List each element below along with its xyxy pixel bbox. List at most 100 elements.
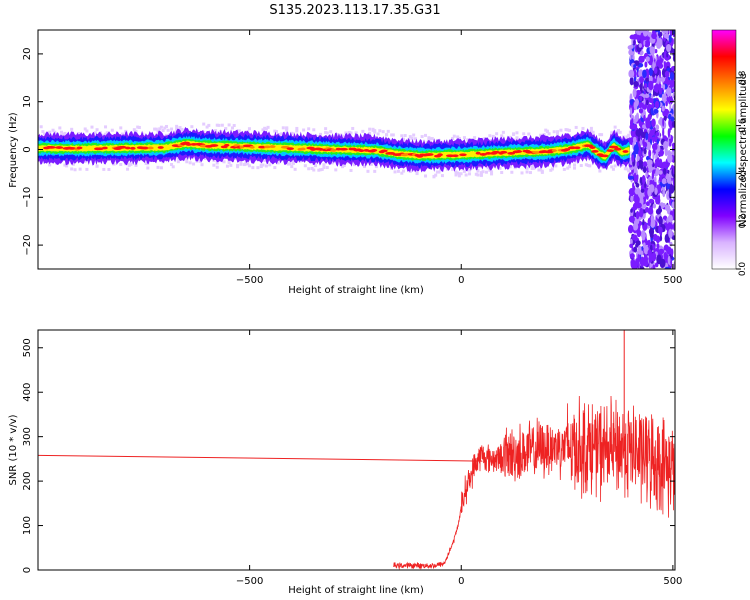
spectrogram-noise xyxy=(663,33,670,39)
spectrogram-noise xyxy=(628,189,633,195)
spectrogram-peak xyxy=(249,145,255,149)
spectrogram-noise xyxy=(662,117,665,127)
spectrogram-halo xyxy=(175,127,179,131)
spectrogram-noise xyxy=(636,161,639,167)
spectrogram-noise xyxy=(666,182,671,190)
spectrogram-halo xyxy=(307,127,311,131)
spectrogram-halo xyxy=(90,125,94,129)
spectrogram-halo xyxy=(236,165,240,169)
spectrogram-halo xyxy=(474,172,478,176)
spectrogram-noise xyxy=(648,80,654,91)
spectrogram-noise xyxy=(671,142,675,148)
spectrogram-halo xyxy=(278,132,282,136)
spectrogram-halo xyxy=(335,133,339,137)
spectrogram-peak xyxy=(157,146,164,149)
spectrogram-halo xyxy=(119,126,123,130)
spectrogram-halo xyxy=(512,132,516,136)
spectrogram-panel: −500 0 500 −20 −10 0 10 20 Height of straight l… xyxy=(8,29,682,296)
spectrogram-halo xyxy=(295,129,299,133)
spectrogram-halo xyxy=(275,130,279,134)
spectrogram-noise xyxy=(631,34,636,40)
spectrogram-halo xyxy=(166,128,170,132)
spectrogram-noise xyxy=(671,121,675,128)
spectrogram-xlabel: Height of straight line (km) xyxy=(288,285,424,296)
spectrogram-noise xyxy=(653,78,657,83)
spectrogram-halo xyxy=(132,128,136,132)
spectrogram-noise xyxy=(667,128,671,138)
spectrogram-halo xyxy=(156,129,160,133)
spectrogram-halo xyxy=(525,170,529,174)
spectrogram-halo xyxy=(488,134,492,138)
spectrogram-noise xyxy=(644,206,649,213)
spectrogram-halo xyxy=(276,161,280,165)
spectrogram-halo xyxy=(63,163,67,167)
spectrogram-xtick-label: 500 xyxy=(663,275,682,286)
spectrogram-halo xyxy=(285,128,289,132)
colorbar-label: Normalized spectral amplitude xyxy=(738,73,749,227)
spectrogram-halo xyxy=(239,162,243,166)
spectrogram-halo xyxy=(104,125,108,129)
spectrogram-peak xyxy=(573,146,581,150)
spectrogram-halo xyxy=(567,128,571,132)
spectrogram-halo xyxy=(408,135,412,139)
colorbar-tick-label: 0.6 xyxy=(738,118,748,133)
spectrogram-noise xyxy=(649,46,656,55)
spectrogram-noise xyxy=(664,266,671,269)
spectrogram-halo xyxy=(435,170,439,174)
spectrogram-noise xyxy=(644,189,649,197)
spectrogram-noise xyxy=(636,112,639,121)
spectrogram-noise xyxy=(661,178,667,185)
spectrogram-noise xyxy=(629,44,634,49)
spectrogram-halo xyxy=(628,153,632,157)
snr-series-line xyxy=(38,454,483,462)
spectrogram-halo xyxy=(403,134,407,138)
spectrogram-halo xyxy=(537,168,541,172)
spectrogram-noise xyxy=(648,75,653,83)
spectrogram-halo xyxy=(203,156,207,160)
spectrogram-noise xyxy=(650,220,654,227)
spectrogram-peak xyxy=(499,150,508,154)
spectrogram-noise xyxy=(658,205,662,213)
spectrogram-noise xyxy=(658,216,663,226)
spectrogram-halo xyxy=(95,128,99,132)
spectrogram-halo xyxy=(341,165,345,169)
spectrogram-noise xyxy=(652,136,655,144)
spectrogram-halo xyxy=(412,133,416,137)
spectrogram-noise xyxy=(669,72,675,81)
spectrogram-peak xyxy=(141,146,150,150)
spectrogram-halo xyxy=(598,133,602,137)
spectrogram-noise xyxy=(651,118,656,128)
spectrogram-halo xyxy=(170,127,174,131)
spectrogram-noise xyxy=(669,103,672,112)
spectrogram-halo xyxy=(354,131,358,135)
spectrogram-peak xyxy=(380,149,388,153)
spectrogram-halo xyxy=(556,132,560,136)
colorbar-tick-label: 0.2 xyxy=(738,214,748,228)
spectrogram-noise xyxy=(669,241,673,247)
snr-series-trace xyxy=(393,395,675,570)
spectrogram-halo xyxy=(628,130,632,134)
spectrogram-noise xyxy=(671,201,675,209)
spectrogram-peak xyxy=(209,144,219,147)
spectrogram-noise xyxy=(633,39,636,46)
spectrogram-halo xyxy=(373,169,377,173)
spectrogram-halo xyxy=(408,169,412,173)
spectrogram-halo xyxy=(215,123,219,127)
spectrogram-halo xyxy=(495,132,499,136)
spectrogram-halo xyxy=(525,166,529,170)
spectrogram-halo xyxy=(440,174,444,178)
spectrogram-halo xyxy=(126,167,130,171)
spectrogram-halo xyxy=(457,174,461,178)
spectrogram-noise xyxy=(668,34,672,43)
spectrogram-peak xyxy=(300,147,306,151)
spectrogram-halo xyxy=(393,170,397,174)
spectrogram-noise xyxy=(654,162,658,169)
snr-xtick-label: −500 xyxy=(236,576,263,587)
spectrogram-halo xyxy=(43,132,47,136)
spectrogram-noise xyxy=(659,55,662,61)
spectrogram-noise xyxy=(635,141,638,150)
spectrogram-noise xyxy=(639,257,645,267)
spectrogram-noise xyxy=(664,70,670,78)
spectrogram-noise xyxy=(646,141,651,151)
